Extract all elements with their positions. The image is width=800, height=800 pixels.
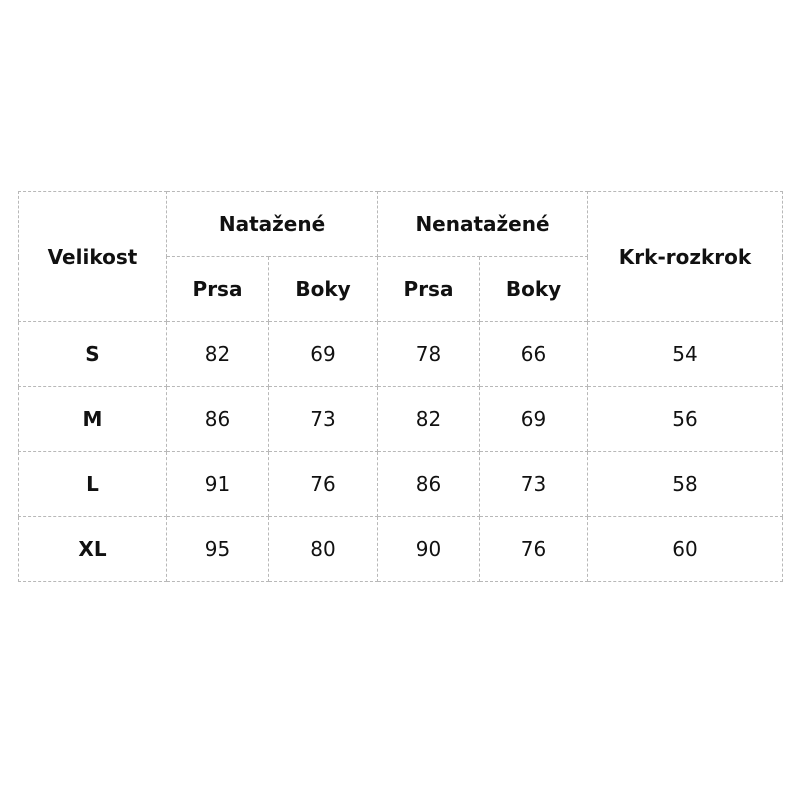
header-size: Velikost [18, 191, 167, 322]
subheader-stretched-hips: Boky [268, 256, 378, 322]
size-cell: XL [18, 516, 167, 582]
size-cell: L [18, 451, 167, 517]
unstretched-hips-cell: 66 [479, 321, 588, 387]
table-row: L 91 76 86 73 58 [18, 451, 783, 517]
size-cell: S [18, 321, 167, 387]
unstretched-chest-cell: 82 [377, 386, 480, 452]
header-row: Velikost Natažené Nenatažené Krk-rozkrok [18, 191, 783, 322]
unstretched-chest-cell: 90 [377, 516, 480, 582]
size-chart-table: Velikost Natažené Nenatažené Krk-rozkrok… [18, 191, 783, 582]
subheader-unstretched-hips: Boky [479, 256, 588, 322]
neck-crotch-cell: 60 [587, 516, 783, 582]
header-stretched: Natažené [166, 191, 378, 257]
unstretched-hips-cell: 73 [479, 451, 588, 517]
neck-crotch-cell: 56 [587, 386, 783, 452]
table-row: XL 95 80 90 76 60 [18, 516, 783, 582]
subheader-unstretched-chest: Prsa [377, 256, 480, 322]
header-unstretched: Nenatažené [377, 191, 588, 257]
table-row: M 86 73 82 69 56 [18, 386, 783, 452]
unstretched-hips-cell: 69 [479, 386, 588, 452]
neck-crotch-cell: 58 [587, 451, 783, 517]
stretched-hips-cell: 69 [268, 321, 378, 387]
size-cell: M [18, 386, 167, 452]
unstretched-hips-cell: 76 [479, 516, 588, 582]
unstretched-chest-cell: 78 [377, 321, 480, 387]
stretched-hips-cell: 76 [268, 451, 378, 517]
table-row: S 82 69 78 66 54 [18, 321, 783, 387]
unstretched-chest-cell: 86 [377, 451, 480, 517]
stretched-chest-cell: 95 [166, 516, 269, 582]
stretched-chest-cell: 86 [166, 386, 269, 452]
stretched-hips-cell: 73 [268, 386, 378, 452]
stretched-chest-cell: 91 [166, 451, 269, 517]
neck-crotch-cell: 54 [587, 321, 783, 387]
subheader-stretched-chest: Prsa [166, 256, 269, 322]
stretched-hips-cell: 80 [268, 516, 378, 582]
header-neck-crotch: Krk-rozkrok [587, 191, 783, 322]
stretched-chest-cell: 82 [166, 321, 269, 387]
